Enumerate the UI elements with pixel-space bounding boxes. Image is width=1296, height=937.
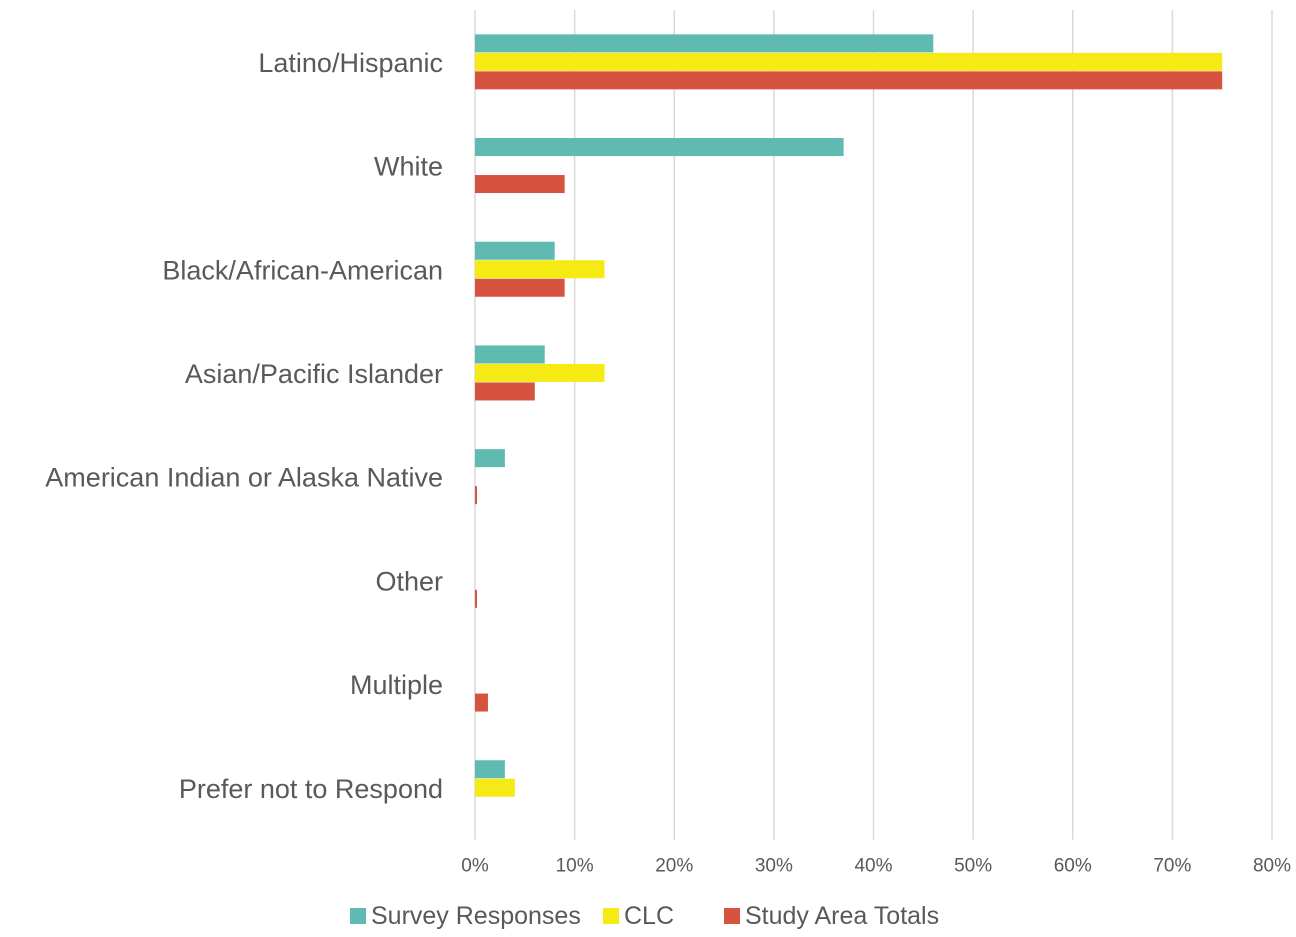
bar (475, 760, 505, 779)
x-tick-label: 60% (1054, 856, 1092, 877)
bars (475, 34, 1223, 797)
bar (475, 693, 488, 712)
bar (475, 363, 605, 382)
category-label: Asian/Pacific Islander (185, 359, 443, 389)
x-tick-labels: 0% 10% 20% 30% 40% 50% 60% 70% 80% (461, 856, 1291, 877)
bar (475, 778, 515, 797)
bar (475, 345, 545, 364)
bar (475, 449, 505, 468)
legend: Survey Responses CLC Study Area Totals (350, 902, 939, 930)
bar (475, 241, 555, 260)
x-tick-label: 70% (1153, 856, 1191, 877)
category-labels: Latino/Hispanic White Black/African-Americ… (45, 48, 443, 804)
bar (475, 71, 1223, 90)
bar (475, 260, 605, 279)
x-tick-label: 80% (1253, 856, 1291, 877)
category-label: White (374, 152, 443, 182)
bar (475, 175, 565, 194)
x-tick-label: 40% (854, 856, 892, 877)
bar (475, 278, 565, 297)
legend-label: Survey Responses (371, 902, 581, 930)
bar (475, 52, 1223, 71)
category-label: Latino/Hispanic (258, 48, 443, 78)
x-tick-label: 10% (556, 856, 594, 877)
x-tick-label: 0% (461, 856, 489, 877)
x-tick-label: 20% (655, 856, 693, 877)
bar (475, 382, 535, 401)
legend-swatch (350, 908, 366, 924)
category-label: Multiple (350, 670, 443, 700)
legend-label: CLC (624, 902, 674, 930)
bar (475, 138, 844, 157)
category-label: Other (375, 566, 443, 596)
bar (475, 486, 477, 505)
x-tick-label: 50% (954, 856, 992, 877)
legend-label: Study Area Totals (745, 902, 939, 930)
category-label: American Indian or Alaska Native (45, 463, 443, 493)
legend-swatch (724, 908, 740, 924)
bar (475, 34, 934, 53)
x-tick-label: 30% (755, 856, 793, 877)
bar (475, 589, 477, 608)
legend-swatch (603, 908, 619, 924)
category-label: Prefer not to Respond (179, 774, 443, 804)
category-label: Black/African-American (162, 255, 443, 285)
gridlines (474, 10, 1273, 840)
